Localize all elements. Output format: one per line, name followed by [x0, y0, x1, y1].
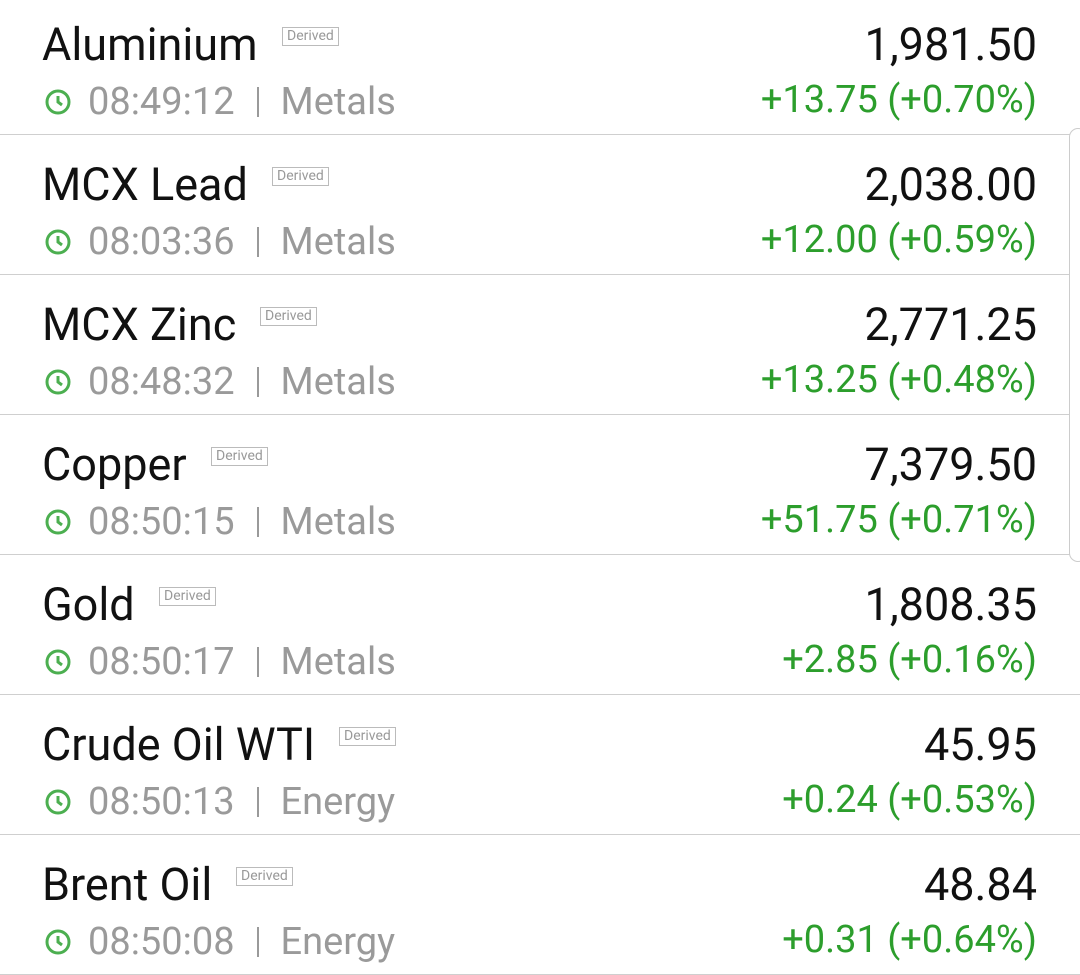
meta-line: 08:03:36 Metals [44, 217, 396, 267]
separator [256, 927, 259, 957]
quote-row[interactable]: Copper Derived 08:50:15 Metals 7,379.50 +51.7… [0, 415, 1080, 555]
instrument-name: MCX Zinc [42, 298, 237, 351]
quote-row[interactable]: Brent Oil Derived 08:50:08 Energy 48.84 +0.31… [0, 835, 1080, 975]
scrollbar[interactable] [1069, 128, 1080, 562]
clock-icon [45, 369, 71, 395]
meta-line: 08:50:13 Energy [44, 777, 395, 827]
instrument-name: Crude Oil WTI [42, 718, 316, 771]
category: Metals [280, 640, 396, 684]
meta-line: 08:48:32 Metals [44, 357, 396, 407]
quote-row[interactable]: Crude Oil WTI Derived 08:50:13 Energy 45.95 +… [0, 695, 1080, 835]
derived-badge: Derived [236, 867, 293, 886]
quote-row[interactable]: Gold Derived 08:50:17 Metals 1,808.35 +2.85 (… [0, 555, 1080, 695]
price: 2,771.25 [864, 298, 1037, 351]
quote-row[interactable]: MCX Lead Derived 08:03:36 Metals 2,038.00 +12… [0, 135, 1080, 275]
instrument-name: Brent Oil [42, 858, 213, 911]
derived-badge: Derived [159, 587, 216, 606]
price-change: +2.85 (+0.16%) [782, 638, 1037, 682]
category: Energy [280, 920, 396, 964]
meta-line: 08:50:08 Energy [44, 917, 395, 967]
price: 2,038.00 [864, 158, 1037, 211]
price-change: +12.00 (+0.59%) [760, 218, 1037, 262]
update-time: 08:50:17 [88, 640, 235, 684]
derived-badge: Derived [339, 727, 396, 746]
separator [256, 787, 259, 817]
price: 1,981.50 [864, 18, 1037, 71]
update-time: 08:50:15 [88, 500, 235, 544]
clock-icon [45, 929, 71, 955]
category: Metals [280, 360, 396, 404]
clock-icon [45, 509, 71, 535]
category: Energy [280, 780, 396, 824]
category: Metals [280, 500, 396, 544]
update-time: 08:48:32 [88, 360, 235, 404]
meta-line: 08:49:12 Metals [44, 77, 396, 127]
meta-line: 08:50:17 Metals [44, 637, 396, 687]
update-time: 08:50:13 [88, 780, 235, 824]
derived-badge: Derived [282, 27, 339, 46]
price-change: +0.31 (+0.64%) [782, 918, 1037, 962]
instrument-name: Gold [42, 578, 135, 631]
clock-icon [45, 649, 71, 675]
price-change: +0.24 (+0.53%) [782, 778, 1037, 822]
clock-icon [45, 789, 71, 815]
price-change: +13.25 (+0.48%) [760, 358, 1037, 402]
derived-badge: Derived [260, 307, 317, 326]
update-time: 08:03:36 [88, 220, 235, 264]
clock-icon [45, 89, 71, 115]
instrument-name: Copper [42, 438, 187, 491]
update-time: 08:49:12 [88, 80, 235, 124]
separator [256, 367, 259, 397]
update-time: 08:50:08 [88, 920, 235, 964]
quote-row[interactable]: Aluminium Derived 08:49:12 Metals 1,981.50 +1… [0, 0, 1080, 135]
derived-badge: Derived [211, 447, 268, 466]
price-change: +13.75 (+0.70%) [760, 78, 1037, 122]
meta-line: 08:50:15 Metals [44, 497, 396, 547]
price: 1,808.35 [864, 578, 1037, 631]
clock-icon [45, 229, 71, 255]
price: 45.95 [923, 718, 1037, 771]
separator [256, 507, 259, 537]
category: Metals [280, 80, 396, 124]
derived-badge: Derived [272, 167, 329, 186]
instrument-name: Aluminium [42, 18, 258, 71]
separator [256, 227, 259, 257]
separator [256, 87, 259, 117]
price: 48.84 [923, 858, 1037, 911]
price: 7,379.50 [864, 438, 1037, 491]
instrument-name: MCX Lead [42, 158, 248, 211]
price-change: +51.75 (+0.71%) [760, 498, 1037, 542]
category: Metals [280, 220, 396, 264]
quote-row[interactable]: MCX Zinc Derived 08:48:32 Metals 2,771.25 +13… [0, 275, 1080, 415]
separator [256, 647, 259, 677]
